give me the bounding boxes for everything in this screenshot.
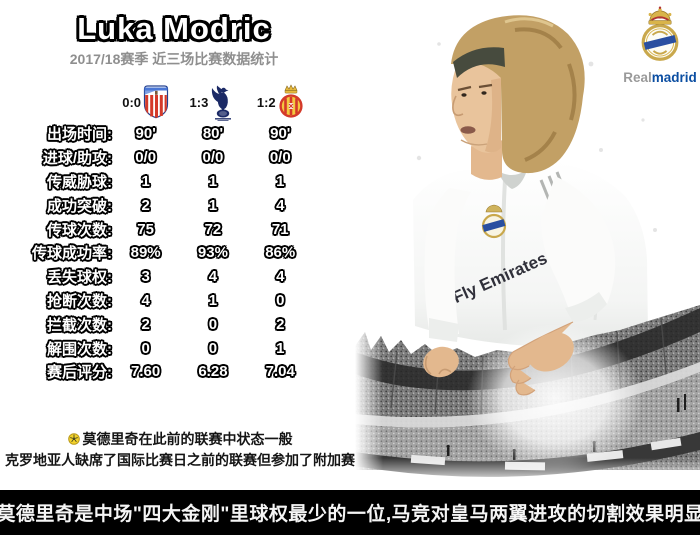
stat-value: 2 [276, 315, 285, 333]
table-row: 抢断次数: 4 1 0 [0, 289, 348, 313]
stat-value: 89% [130, 244, 161, 262]
stat-value: 4 [208, 268, 218, 286]
stat-value: 86% [265, 244, 296, 262]
match-3-score: 1:2 [256, 94, 276, 110]
shirt-crest-icon [481, 204, 507, 239]
stat-value: 0/0 [202, 149, 224, 167]
banner-text: 莫德里奇是中场"四大金刚"里球权最少的一位,马竞对皇马两翼进攻的切割效果明显 [0, 504, 700, 525]
match-1: 0:0 [112, 82, 179, 122]
stat-value: 80' [202, 125, 224, 143]
stats-table: 出场时间: 90' 80' 90' 进球/助攻: 0/0 0/0 0/0 传威胁… [0, 122, 348, 384]
stat-label: 解围次数: [47, 340, 112, 358]
stat-value: 1 [208, 196, 218, 214]
page-title: Luka Modric [77, 11, 271, 46]
header: Luka Modric 2017/18赛季 近三场比赛数据统计 [0, 12, 348, 69]
stat-value: 6.28 [198, 363, 228, 381]
stat-value: 1 [276, 339, 285, 357]
headband [453, 47, 505, 78]
stat-value: 2 [141, 315, 150, 333]
stat-value: 75 [137, 220, 154, 238]
match-3: 1:2 [247, 82, 314, 122]
stat-value: 4 [276, 268, 285, 286]
stat-value: 7.04 [265, 363, 295, 381]
stat-value: 1 [276, 172, 285, 190]
luka-modric-photo: Fly Emirates [355, 15, 700, 492]
bottom-banner: 莫德里奇是中场"四大金刚"里球权最少的一位,马竞对皇马两翼进攻的切割效果明显 [0, 490, 700, 535]
stat-value: 90' [135, 125, 156, 143]
footnotes: 莫德里奇在此前的联赛中状态一般 克罗地亚人缺席了国际比赛日之前的联赛但参加了附加… [0, 429, 360, 470]
stat-label: 赛后评分: [47, 364, 112, 382]
stat-value: 0/0 [135, 149, 157, 167]
stat-value: 1 [141, 172, 150, 190]
stat-label: 进球/助攻: [42, 150, 112, 168]
atletico-madrid-logo [143, 85, 169, 119]
stat-value: 0 [276, 291, 285, 309]
match-1-score: 0:0 [122, 94, 142, 110]
table-row: 传球次数: 75 72 71 [0, 217, 348, 241]
stat-value: 0 [208, 315, 218, 333]
table-row: 进球/助攻: 0/0 0/0 0/0 [0, 146, 348, 170]
stat-label: 丢失球权: [47, 269, 112, 287]
stat-label: 成功突破: [47, 197, 112, 215]
real-madrid-wordmark: Realmadrid [623, 70, 697, 85]
stat-label: 拦截次数: [47, 316, 112, 334]
player-arms [423, 176, 616, 396]
table-row: 传威胁球: 1 1 1 [0, 170, 348, 194]
stat-label: 出场时间: [47, 126, 112, 144]
page-subtitle: 2017/18赛季 近三场比赛数据统计 [69, 51, 279, 67]
table-row: 传球成功率: 89% 93% 86% [0, 241, 348, 265]
footnote-line-1: 莫德里奇在此前的联赛中状态一般 [0, 429, 360, 450]
table-row: 成功突破: 2 1 4 [0, 193, 348, 217]
stat-value: 4 [276, 196, 285, 214]
stat-value: 93% [197, 244, 228, 262]
stat-label: 抢断次数: [47, 292, 112, 310]
stat-value: 0 [141, 339, 150, 357]
table-row: 赛后评分: 7.60 6.28 7.04 [0, 360, 348, 384]
table-row: 丢失球权: 3 4 4 [0, 265, 348, 289]
stat-value: 90' [270, 125, 291, 143]
stat-value: 72 [204, 220, 222, 238]
stat-value: 2 [141, 196, 150, 214]
stat-value: 0/0 [269, 149, 291, 167]
table-row: 解围次数: 0 0 1 [0, 336, 348, 360]
table-row: 拦截次数: 2 0 2 [0, 312, 348, 336]
table-row: 出场时间: 90' 80' 90' [0, 122, 348, 146]
stat-value: 7.60 [131, 363, 161, 381]
stat-label: 传球成功率: [32, 245, 112, 263]
match-scores-row: 0:0 1:3 [112, 82, 314, 122]
match-2-score: 1:3 [189, 94, 209, 110]
girona-logo [279, 84, 303, 118]
stat-value: 0 [208, 339, 218, 357]
stat-value: 71 [271, 220, 289, 238]
tottenham-hotspur-logo [212, 85, 232, 121]
footnote-line-2: 克罗地亚人缺席了国际比赛日之前的联赛但参加了附加赛 [5, 452, 355, 468]
real-madrid-crest [641, 6, 679, 61]
stat-value: 1 [208, 172, 218, 190]
stat-label: 传威胁球: [47, 173, 112, 191]
stat-value: 1 [208, 291, 218, 309]
stat-value: 3 [141, 268, 150, 286]
stat-value: 4 [141, 291, 150, 309]
real-madrid-brand: Realmadrid [621, 6, 699, 85]
yellow-football-icon [67, 430, 80, 450]
stat-label: 传球次数: [47, 221, 112, 239]
match-2: 1:3 [179, 82, 246, 122]
